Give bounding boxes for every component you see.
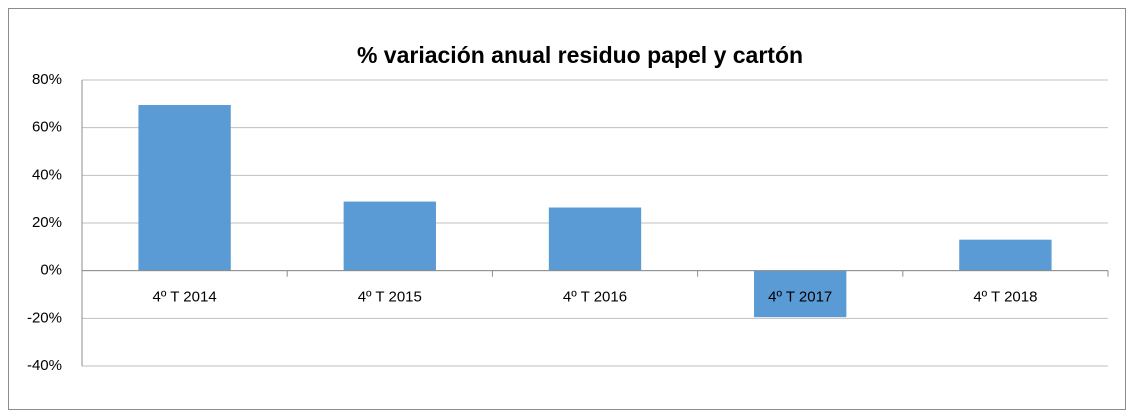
x-tick-label: 4º T 2018 [973, 289, 1037, 306]
y-tick-label: 60% [32, 119, 62, 136]
y-tick-label: -40% [27, 357, 62, 374]
chart-title: % variación anual residuo papel y cartón [357, 42, 803, 68]
bar [343, 201, 436, 271]
bar [548, 207, 642, 271]
x-tick-label: 4º T 2016 [563, 289, 627, 306]
x-tick-label: 4º T 2014 [153, 289, 217, 306]
bar [138, 105, 231, 271]
bar [754, 270, 847, 318]
y-tick-label: 40% [32, 166, 62, 183]
y-tick-label: 20% [32, 214, 62, 231]
y-tick-label: 0% [40, 262, 62, 279]
bar [959, 239, 1052, 271]
y-tick-label: -20% [27, 309, 62, 326]
y-tick-label: 80% [32, 71, 62, 88]
x-tick-label: 4º T 2015 [358, 289, 422, 306]
x-tick-label: 4º T 2017 [768, 289, 832, 306]
